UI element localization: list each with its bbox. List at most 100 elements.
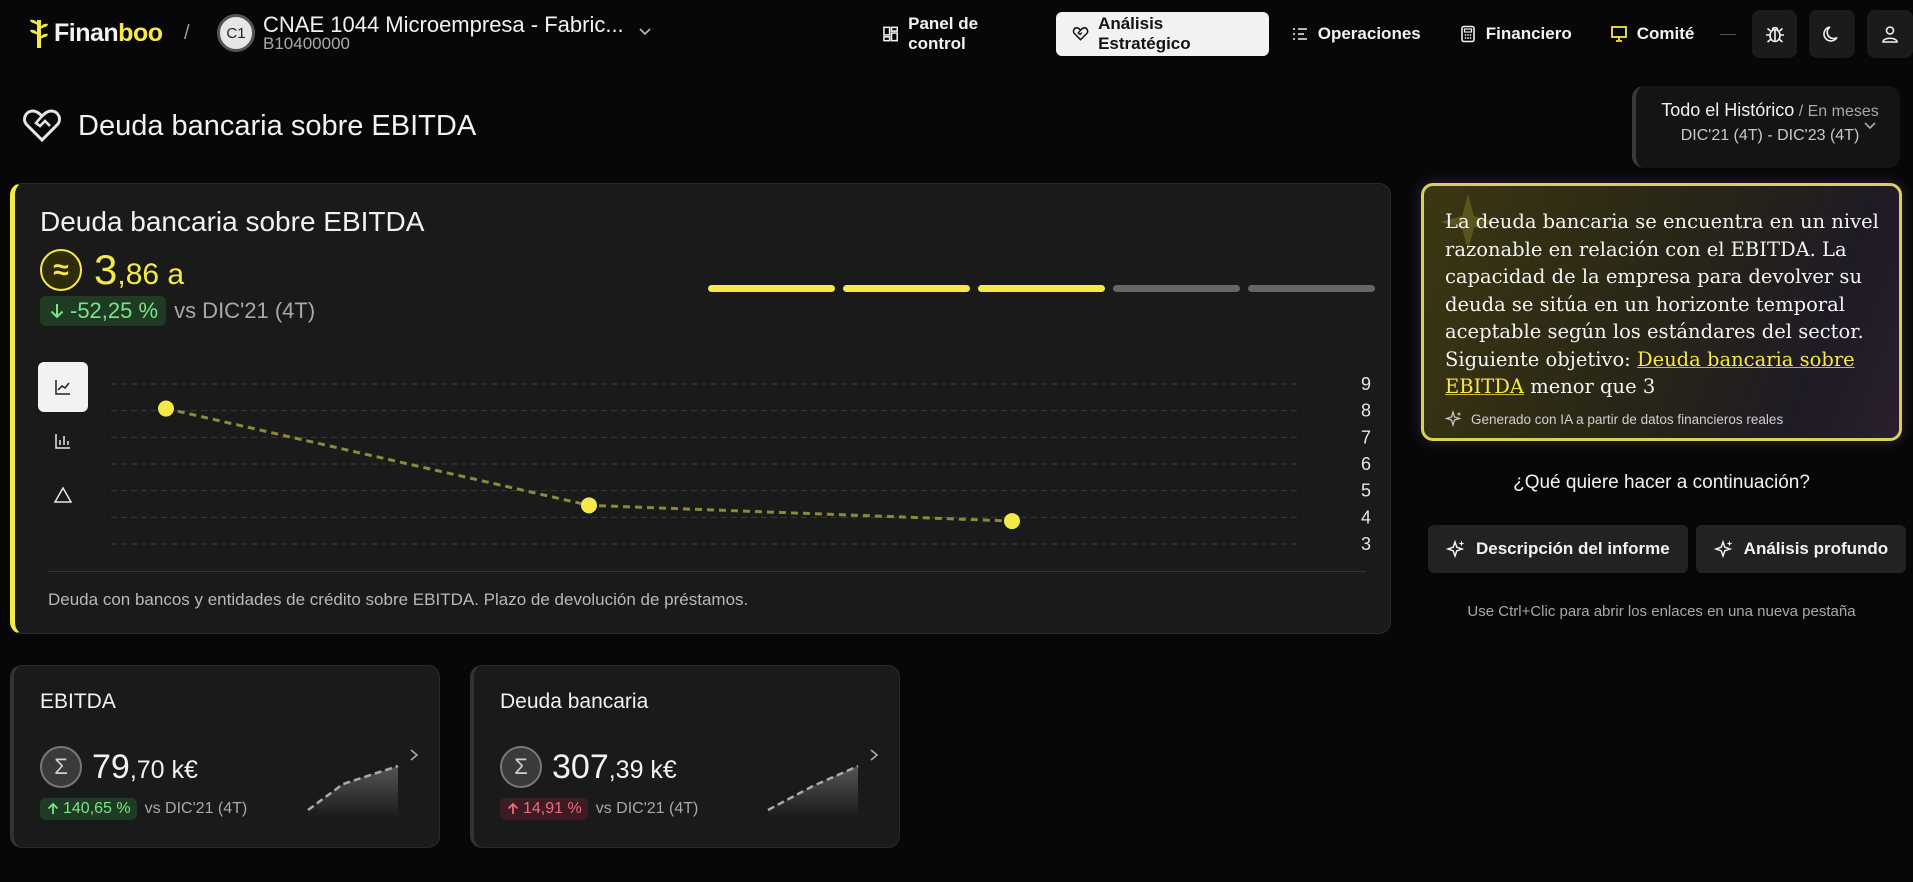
ai-footer: Generado con IA a partir de datos financ… <box>1445 410 1783 428</box>
ctrl-click-hint: Use Ctrl+Clic para abrir los enlaces en … <box>1467 603 1856 620</box>
dashboard-icon <box>883 26 898 42</box>
sigma-icon: Σ <box>40 746 82 788</box>
finanboo-logo-icon <box>30 19 48 48</box>
y-tick-label: 6 <box>1361 454 1371 474</box>
mini-delta-row: 14,91 % vs DIC'21 (4T) <box>500 798 698 820</box>
delta-badge: -52,25 % <box>40 296 167 326</box>
mini-card-title: EBITDA <box>40 690 116 713</box>
ebitda-card[interactable]: EBITDA Σ 79,70 k€ 140,65 % vs DIC'21 (4T… <box>10 665 440 848</box>
line-chart-icon <box>55 380 70 395</box>
action-label: Descripción del informe <box>1476 539 1670 558</box>
ratio-line-chart: 9876543DIC'21 (4T)MAY'22OCT'22MAR'23 (1T… <box>111 374 1371 554</box>
y-tick-label: 3 <box>1361 534 1371 554</box>
breadcrumb-separator: / <box>184 22 190 44</box>
mini-kpi-row: Σ 307,39 k€ <box>500 746 677 788</box>
page-header: Deuda bancaria sobre EBITDA <box>22 106 476 146</box>
arrow-up-icon <box>507 802 519 814</box>
kpi-delta-row: -52,25 % vs DIC'21 (4T) <box>40 296 315 326</box>
period-range: DIC'21 (4T) - DIC'23 (4T) <box>1680 127 1860 144</box>
level-segment <box>1248 285 1375 292</box>
nav-panel-de-control[interactable]: Panel de control <box>866 12 1050 56</box>
data-point[interactable] <box>581 497 597 514</box>
page-title: Deuda bancaria sobre EBITDA <box>78 109 477 142</box>
ai-footer-label: Generado con IA a partir de datos financ… <box>1471 411 1784 427</box>
sparkles-icon <box>1713 539 1733 559</box>
nav-label: Operaciones <box>1317 24 1421 43</box>
delta-comparison: vs DIC'21 (4T) <box>174 298 316 323</box>
mini-kpi-value: 307,39 k€ <box>552 747 677 786</box>
calculator-icon <box>1460 25 1475 43</box>
nav-label: Análisis Estratégico <box>1098 14 1191 53</box>
nav-comite[interactable]: Comité <box>1594 12 1711 56</box>
company-selector[interactable]: C1 CNAE 1044 Microempresa - Fabric... B1… <box>217 14 652 52</box>
nav-analisis-estrategico[interactable]: Análisis Estratégico <box>1055 12 1269 56</box>
period-label: Todo el Histórico / En meses <box>1654 100 1886 121</box>
triangle-icon <box>53 486 73 503</box>
nav-operaciones[interactable]: Operaciones <box>1275 12 1437 56</box>
card-divider <box>48 571 1366 572</box>
card-title: Deuda bancaria sobre EBITDA <box>40 206 425 237</box>
nav-financiero[interactable]: Financiero <box>1443 12 1588 56</box>
data-point[interactable] <box>1004 513 1020 530</box>
delta-comparison: vs DIC'21 (4T) <box>595 800 699 817</box>
sigma-icon: Σ <box>500 746 542 788</box>
objective-link[interactable]: Deuda bancaria sobre EBITDA <box>1445 347 1855 399</box>
delta-badge: 14,91 % <box>500 798 588 820</box>
y-tick-label: 5 <box>1361 481 1371 501</box>
data-point[interactable] <box>158 400 174 417</box>
chevron-right-icon <box>410 749 419 761</box>
main-nav: Panel de control Análisis Estratégico Op… <box>866 10 1913 58</box>
arrow-up-icon <box>47 802 59 814</box>
period-unit: / En meses <box>1794 103 1879 120</box>
mini-delta-row: 140,65 % vs DIC'21 (4T) <box>40 798 247 820</box>
delta-comparison: vs DIC'21 (4T) <box>144 800 248 817</box>
approx-icon: ≈ <box>40 249 82 291</box>
moon-icon <box>1823 26 1838 42</box>
heart-handshake-icon <box>23 109 61 143</box>
level-segment <box>1113 285 1240 292</box>
level-segment <box>978 285 1105 292</box>
app-logo[interactable]: Finanboo <box>28 16 163 50</box>
bar-chart-button[interactable] <box>38 416 88 466</box>
nav-label: Comité <box>1636 24 1695 43</box>
mini-kpi-value: 79,70 k€ <box>92 747 198 786</box>
next-step-question: ¿Qué quiere hacer a continuación? <box>1513 472 1810 493</box>
bank-debt-card[interactable]: Deuda bancaria Σ 307,39 k€ 14,91 % vs DI… <box>470 665 900 848</box>
sparkles-icon <box>1446 539 1465 559</box>
company-info: CNAE 1044 Microempresa - Fabric... B1040… <box>263 14 624 53</box>
user-profile-button[interactable] <box>1867 10 1913 58</box>
nav-divider <box>1720 33 1736 35</box>
kpi-value-row: ≈ 3,86 a <box>40 246 184 294</box>
area-chart-button[interactable] <box>38 470 88 520</box>
bar-chart-icon <box>55 434 70 449</box>
mini-kpi-row: Σ 79,70 k€ <box>40 746 198 788</box>
heart-handshake-icon <box>1072 27 1089 41</box>
period-selector[interactable]: Todo el Histórico / En meses DIC'21 (4T)… <box>1632 86 1900 168</box>
level-segment <box>843 285 970 292</box>
debug-button[interactable] <box>1751 10 1798 58</box>
level-segment <box>708 285 835 292</box>
y-tick-label: 4 <box>1361 507 1371 527</box>
period-main: Todo el Histórico <box>1661 100 1795 120</box>
app-logo-text: Finanboo <box>54 18 163 47</box>
delta-badge: 140,65 % <box>40 798 137 820</box>
deep-analysis-button[interactable]: Análisis profundo <box>1695 525 1907 573</box>
bug-icon <box>1765 26 1784 43</box>
chevron-right-icon <box>870 749 879 761</box>
bank-debt-sparkline <box>767 764 859 818</box>
list-icon <box>1292 28 1307 40</box>
kpi-value: 3,86 a <box>94 246 185 293</box>
card-description: Deuda con bancos y entidades de crédito … <box>48 590 749 609</box>
company-id: B10400000 <box>263 34 350 53</box>
chart-type-switcher <box>38 362 88 520</box>
y-tick-label: 7 <box>1361 427 1371 447</box>
line-chart-button[interactable] <box>38 362 88 412</box>
report-description-button[interactable]: Descripción del informe <box>1428 525 1688 573</box>
y-tick-label: 8 <box>1361 401 1371 421</box>
user-icon <box>1882 26 1898 43</box>
presentation-icon <box>1610 26 1627 42</box>
sparkle-watermark-icon <box>1440 194 1496 250</box>
level-indicator <box>708 285 1375 292</box>
company-avatar: C1 <box>217 14 255 52</box>
theme-toggle-button[interactable] <box>1809 10 1856 58</box>
